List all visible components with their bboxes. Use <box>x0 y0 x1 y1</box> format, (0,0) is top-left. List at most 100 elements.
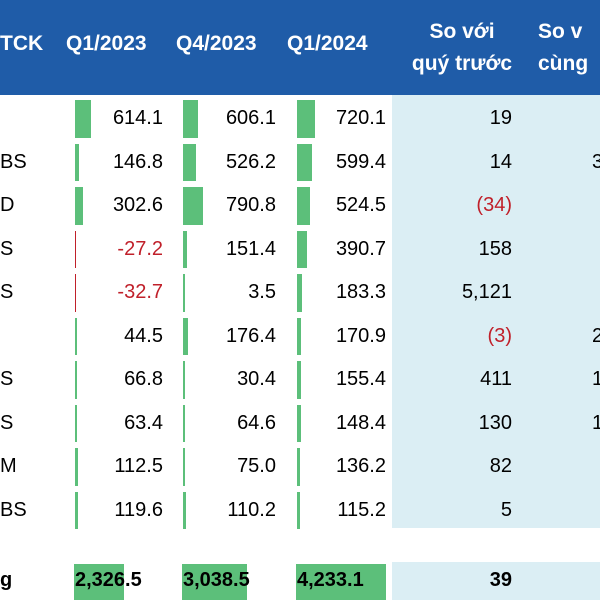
cell-vs-prev-quarter: (34) <box>476 194 512 216</box>
total-row-label: g <box>0 569 13 591</box>
row-company-name: BS <box>0 498 27 521</box>
data-bar <box>297 404 301 442</box>
data-bar <box>75 361 77 399</box>
cell-q1-2024: 136.2 <box>335 455 386 477</box>
cell-q1-2024: 390.7 <box>335 237 386 260</box>
row-company-name: S <box>0 411 14 434</box>
data-bar <box>75 317 77 355</box>
comparison-total-background <box>392 562 600 600</box>
data-bar <box>75 187 83 225</box>
data-bar <box>183 100 199 138</box>
data-bar <box>183 317 188 355</box>
cell-q4-2023: 64.6 <box>237 411 276 434</box>
total-vs-prev-quarter: 39 <box>489 569 512 591</box>
data-bar <box>183 230 187 268</box>
cell-q1-2024: 720.1 <box>335 107 386 129</box>
data-bar <box>75 448 78 486</box>
cell-q4-2023: 790.8 <box>225 194 276 216</box>
cell-q1-2024: 115.2 <box>337 498 386 521</box>
cell-vs-prev-quarter: (3) <box>487 324 512 347</box>
data-bar <box>75 491 78 529</box>
cell-vs-prev-quarter: 14 <box>489 150 512 173</box>
cell-vs-prev-quarter: 158 <box>478 237 512 260</box>
data-bar <box>297 230 307 268</box>
cell-q1-2023: 146.8 <box>112 150 163 173</box>
cell-vs-same-period: 2 <box>592 324 600 347</box>
cell-vs-same-period: 1 <box>592 411 600 434</box>
comparison-column-background <box>392 95 600 528</box>
cell-vs-same-period: 1 <box>592 368 600 390</box>
header-vs-same-line1: So v <box>538 20 583 43</box>
cell-q1-2023: -27.2 <box>117 237 163 260</box>
cell-q4-2023: 176.4 <box>225 324 276 347</box>
header-vs-prev-line2: quý trước <box>411 52 513 75</box>
data-bar <box>297 317 302 355</box>
header-company-col: TCK <box>0 32 44 55</box>
data-bar-negative <box>75 274 80 312</box>
cell-q1-2023: 614.1 <box>112 107 163 129</box>
row-company-name: S <box>0 368 14 390</box>
header-vs-prev-line1: So với <box>429 20 495 43</box>
header-vs-same-line2: cùng <box>538 52 589 75</box>
data-bar <box>297 143 313 181</box>
cell-vs-prev-quarter: 411 <box>480 368 512 390</box>
cell-q1-2023: 119.6 <box>114 498 163 521</box>
data-bar <box>183 143 197 181</box>
data-bar-negative <box>75 230 80 268</box>
cell-q1-2024: 155.4 <box>335 368 386 390</box>
table-header: TCK Q1/2023 Q4/2023 Q1/2024 So với quý t… <box>0 0 600 95</box>
total-data-bar <box>296 564 386 600</box>
data-bar <box>75 404 77 442</box>
header-q1-2023: Q1/2023 <box>66 32 147 55</box>
header-q1-2024: Q1/2024 <box>287 32 368 55</box>
cell-vs-prev-quarter: 5,121 <box>461 281 512 303</box>
cell-q4-2023: 3.5 <box>248 281 276 303</box>
cell-q4-2023: 606.1 <box>225 107 276 129</box>
cell-q4-2023: 526.2 <box>225 150 276 173</box>
cell-q1-2024: 148.4 <box>335 411 386 434</box>
cell-vs-prev-quarter: 19 <box>489 107 512 129</box>
cell-q1-2024: 183.3 <box>335 281 386 303</box>
cell-q1-2023: 112.5 <box>114 455 163 477</box>
header-vs-prev-quarter: So với quý trước <box>392 16 532 80</box>
data-bar <box>75 100 91 138</box>
cell-q1-2023: -32.7 <box>117 281 163 303</box>
data-bar <box>183 361 185 399</box>
data-bar <box>183 274 185 312</box>
data-bar <box>183 448 185 486</box>
total-cell-q1-2023: 2,326.5 <box>75 569 142 591</box>
data-bar <box>183 187 203 225</box>
total-data-bar <box>182 564 247 600</box>
data-bar <box>297 361 301 399</box>
header-vs-same-period: So v cùng <box>538 16 588 80</box>
data-bar <box>297 274 302 312</box>
data-bar <box>297 491 300 529</box>
cell-q1-2024: 170.9 <box>335 324 386 347</box>
data-bar <box>297 448 301 486</box>
header-q4-2023: Q4/2023 <box>176 32 257 55</box>
cell-q1-2023: 44.5 <box>124 324 163 347</box>
cell-vs-prev-quarter: 82 <box>489 455 512 477</box>
data-bar <box>75 143 79 181</box>
data-bar <box>183 404 185 442</box>
total-cell-q1-2024: 4,233.1 <box>297 569 364 591</box>
total-cell-q4-2023: 3,038.5 <box>183 569 250 591</box>
cell-q4-2023: 30.4 <box>237 368 276 390</box>
row-company-name: S <box>0 281 14 303</box>
cell-q4-2023: 151.4 <box>225 237 276 260</box>
cell-vs-same-period: 3 <box>592 150 600 173</box>
cell-q1-2023: 63.4 <box>124 411 163 434</box>
cell-q1-2024: 524.5 <box>335 194 386 216</box>
data-bar <box>183 491 186 529</box>
cell-vs-prev-quarter: 130 <box>478 411 512 434</box>
cell-q1-2024: 599.4 <box>335 150 386 173</box>
row-company-name: D <box>0 194 15 216</box>
cell-q1-2023: 302.6 <box>112 194 163 216</box>
row-company-name: BS <box>0 150 27 173</box>
cell-vs-prev-quarter: 5 <box>500 498 512 521</box>
total-data-bar <box>74 564 124 600</box>
cell-q1-2023: 66.8 <box>124 368 163 390</box>
row-company-name: M <box>0 455 17 477</box>
data-bar <box>297 187 311 225</box>
row-company-name: S <box>0 237 14 260</box>
